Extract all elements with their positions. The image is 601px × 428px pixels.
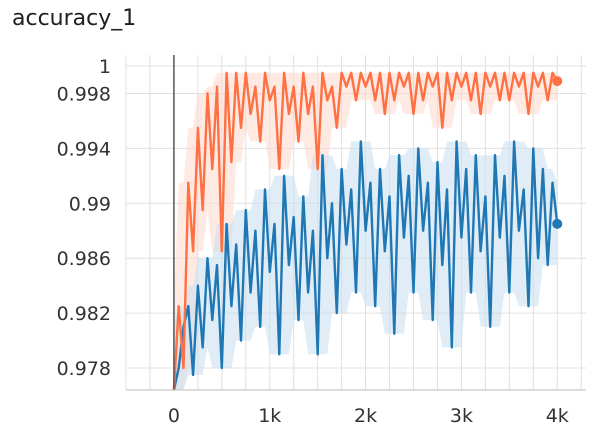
series-end-point [552,76,563,87]
series-line [172,71,559,391]
chart-title: accuracy_1 [12,6,137,31]
y-tick-label: 0.986 [57,248,111,270]
x-tick-label: 2k [354,405,377,427]
series-band [173,141,558,390]
x-tick-label: 4k [546,405,569,427]
x-tick-label: 0 [168,405,180,427]
series-band [173,72,558,391]
series-line [172,140,559,391]
x-tick-label: 1k [258,405,281,427]
series-lines [172,71,563,391]
series-end-point [552,218,563,229]
y-tick-label: 0.994 [57,138,111,160]
min-max-bands [173,72,558,391]
axes: 0.978 0.982 0.986 0.99 0.994 0.998 1 0 1k 2k 3k 4k [57,55,586,427]
y-tick-label: 0.99 [69,193,111,215]
y-tick-label: 0.978 [57,358,111,380]
x-tick-label: 3k [450,405,473,427]
y-tick-label: 0.998 [57,83,111,105]
y-tick-label: 0.982 [57,303,111,325]
y-tick-label: 1 [99,56,111,78]
